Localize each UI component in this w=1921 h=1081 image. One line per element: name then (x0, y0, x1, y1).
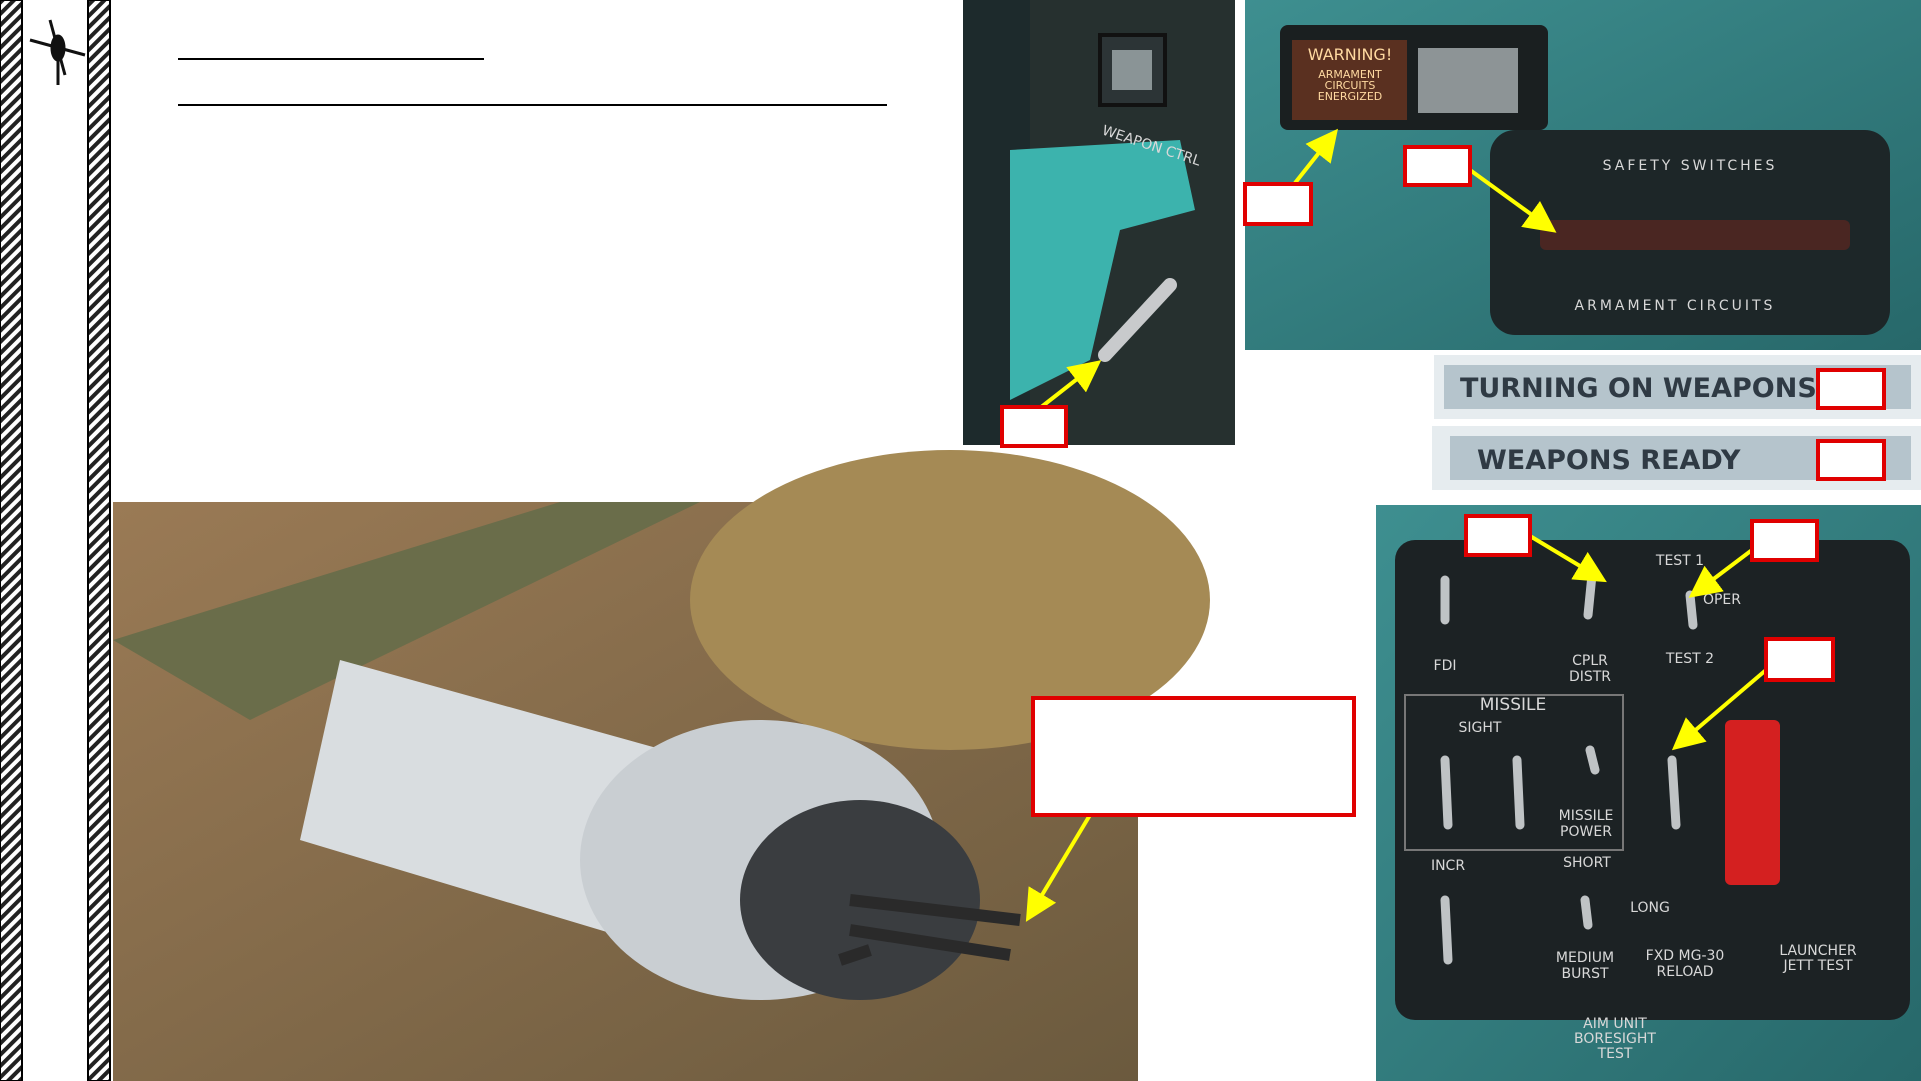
panel-label: SIGHT (1459, 720, 1502, 736)
armament-panel-photo: TEST 1 OPER TEST 2 FDI CPLR DISTR MISSIL… (1376, 505, 1921, 1081)
callout-box (1816, 439, 1886, 481)
panel-label: SHORT (1563, 855, 1611, 871)
panel-label: FXD MG-30 (1646, 948, 1725, 964)
weapon-ctrl-photo: WEAPON CTRL (963, 0, 1235, 448)
warning-text: ENERGIZED (1318, 90, 1383, 103)
panel-label: BORESIGHT (1574, 1031, 1656, 1047)
panel-label: LAUNCHER (1779, 943, 1857, 959)
banner-text: WEAPONS READY (1477, 445, 1741, 476)
banner: TURNING ON WEAPONS (1434, 355, 1921, 419)
warning-text: ARMAMENT (1318, 68, 1382, 81)
banner: WEAPONS READY (1432, 426, 1921, 490)
panel-title: SAFETY SWITCHES (1603, 158, 1778, 174)
callout-box (1243, 182, 1313, 226)
panel-label: POWER (1560, 824, 1612, 840)
callout-box (1031, 696, 1356, 817)
panel-label: DISTR (1569, 669, 1611, 685)
side-bar (87, 0, 111, 1081)
panel-label: BURST (1561, 966, 1608, 982)
callout-box (1000, 405, 1068, 448)
panel-label: FDI (1434, 658, 1457, 674)
panel-label: CPLR (1572, 653, 1608, 669)
panel-label: LONG (1630, 900, 1670, 916)
panel-label: JETT TEST (1782, 958, 1853, 974)
panel-label: OPER (1703, 592, 1741, 608)
panel-label: RELOAD (1656, 964, 1713, 980)
callout-box (1764, 637, 1835, 682)
panel-label: AIM UNIT (1583, 1016, 1647, 1032)
warning-text: CIRCUITS (1325, 79, 1376, 92)
panel-label: TEST 2 (1665, 651, 1714, 667)
side-bar (0, 0, 23, 1081)
panel-label: TEST 1 (1655, 553, 1704, 569)
panel-label: TEST (1597, 1046, 1633, 1062)
panel-label: INCR (1431, 858, 1465, 874)
helicopter-icon (29, 19, 86, 85)
warning-title: WARNING! (1308, 45, 1392, 64)
callout-box (1816, 368, 1886, 410)
gun-pod-photo (113, 450, 1356, 1081)
panel-label: MEDIUM (1556, 950, 1614, 966)
panel-footer: ARMAMENT CIRCUITS (1575, 298, 1776, 314)
callout-box (1464, 514, 1532, 557)
banner-text: TURNING ON WEAPONS (1460, 373, 1817, 404)
panel-label: MISSILE (1480, 695, 1547, 715)
callout-box (1750, 519, 1819, 562)
safety-switches-photo: WARNING! ARMAMENT CIRCUITS ENERGIZED SAF… (1243, 0, 1921, 350)
callout-box (1403, 145, 1472, 187)
panel-label: MISSILE (1559, 808, 1614, 824)
